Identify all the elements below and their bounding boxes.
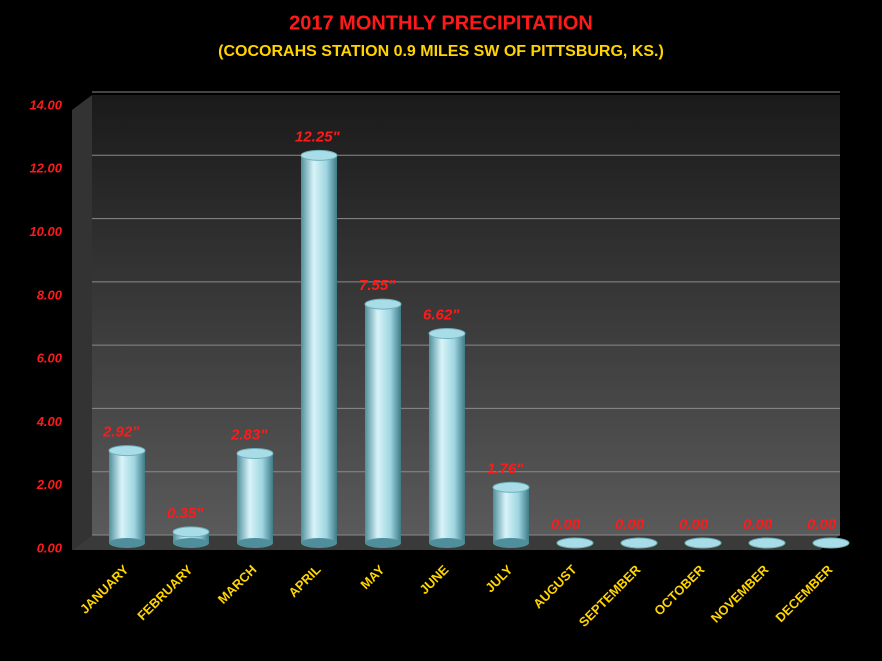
value-label: 0.00 [551,516,581,533]
bar-cap [812,537,850,549]
value-label: 0.00 [743,516,773,533]
side-wall [72,95,92,550]
value-label: 0.00 [679,516,709,533]
bar-cap [620,537,658,549]
bar-base [365,538,401,548]
bar-cap [748,537,786,549]
bar-cap [428,328,466,340]
back-wall [92,95,840,535]
bar-cap [492,481,530,493]
value-label: 12.25" [295,128,341,145]
value-label: 7.55" [359,277,396,294]
y-tick-label: 12.00 [29,161,62,176]
y-tick-label: 0.00 [37,540,63,555]
bar [365,304,401,543]
chart-subtitle: (COCORAHS STATION 0.9 MILES SW OF PITTSB… [218,43,664,60]
y-tick-label: 4.00 [36,414,63,429]
bar-cap [364,298,402,310]
bar-base [301,538,337,548]
y-tick-label: 14.00 [29,97,62,112]
bar-base [237,538,273,548]
value-label: 0.00 [807,516,837,533]
bar [237,453,273,543]
value-label: 0.00 [615,516,645,533]
value-label: 2.92" [102,424,140,441]
bar-cap [300,149,338,161]
y-tick-label: 6.00 [37,351,63,366]
bar [173,531,209,543]
value-label: 1.76" [487,460,524,477]
y-tick-label: 8.00 [37,287,63,302]
chart-title: 2017 MONTHLY PRECIPITATION [289,12,593,34]
bar-cap [556,537,594,549]
bar [109,450,145,543]
bar-base [109,538,145,548]
value-label: 0.35" [167,505,204,522]
bar [301,155,337,543]
value-label: 6.62" [423,306,460,323]
bar-base [429,538,465,548]
bar [429,333,465,543]
bar-cap [684,537,722,549]
bar-cap [108,445,146,457]
bar-base [493,538,529,548]
bar-cap [236,447,274,459]
y-tick-label: 2.00 [36,477,63,492]
y-tick-label: 10.00 [29,224,62,239]
bar-cap [172,526,210,538]
value-label: 2.83" [230,426,268,443]
bar-base [173,538,209,548]
bar [493,487,529,543]
